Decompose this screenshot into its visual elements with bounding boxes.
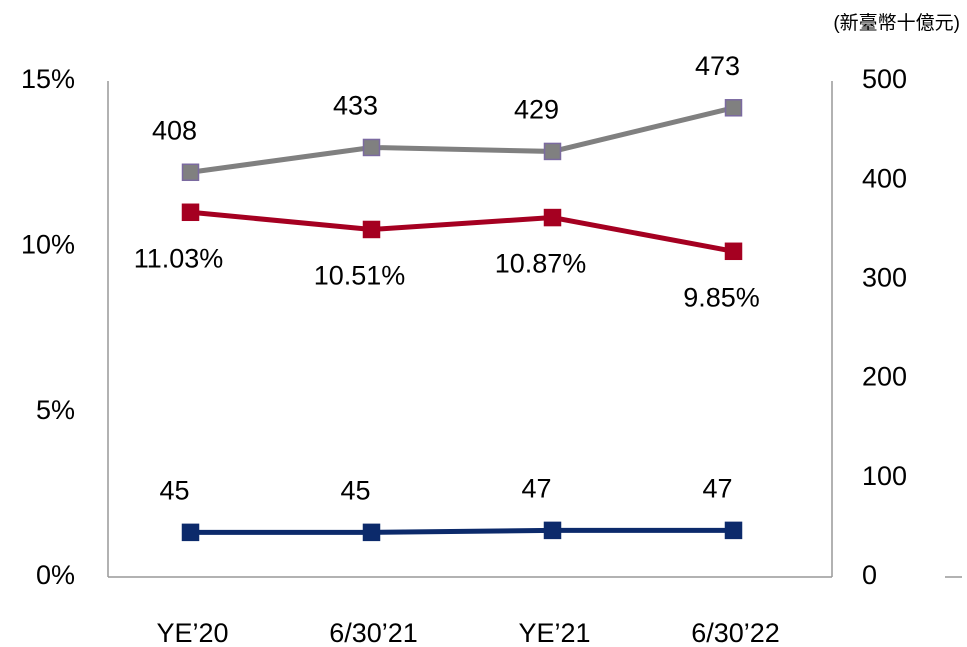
x-tick-label: YE’21 (518, 618, 590, 647)
data-label: 433 (333, 91, 378, 121)
x-tick-label: 6/30’21 (329, 618, 418, 647)
y-tick-label: 5% (36, 395, 75, 425)
unit-note: (新臺幣十億元) (833, 12, 960, 34)
data-label: 47 (702, 474, 732, 504)
series-line (190, 209, 734, 254)
x-tick-label: 6/30’22 (691, 618, 780, 647)
marker (362, 523, 381, 542)
y2-tick-label: 0 (862, 560, 877, 590)
marker (724, 521, 743, 540)
data-label: 10.87% (495, 249, 587, 279)
data-label: 45 (340, 475, 370, 505)
data-label: 9.85% (683, 282, 760, 312)
marker (724, 242, 743, 261)
data-label: 47 (521, 474, 551, 504)
marker (543, 142, 562, 161)
y2-tick-label: 500 (862, 64, 907, 94)
marker (543, 208, 562, 227)
data-label: 473 (695, 51, 740, 81)
marker (724, 99, 743, 117)
y-tick-label: 10% (21, 229, 75, 259)
marker (181, 523, 200, 542)
y2-tick-label: 400 (862, 163, 907, 193)
data-label: 10.51% (314, 261, 406, 291)
y-tick-label: 0% (36, 560, 75, 590)
marker (181, 163, 200, 182)
data-label: 11.03% (134, 243, 224, 273)
marker (362, 138, 381, 157)
marker (362, 220, 381, 239)
marker (181, 203, 200, 222)
data-label: 408 (152, 115, 197, 145)
series-line (190, 527, 734, 535)
y-tick-label: 15% (21, 64, 75, 94)
data-label: 429 (514, 95, 559, 125)
x-tick-label: YE’20 (156, 618, 228, 647)
y2-tick-label: 200 (862, 362, 907, 392)
marker (543, 521, 562, 540)
data-label: 45 (159, 475, 189, 505)
series-line (190, 105, 735, 175)
y2-tick-label: 100 (862, 461, 907, 491)
y2-tick-label: 300 (862, 263, 907, 293)
